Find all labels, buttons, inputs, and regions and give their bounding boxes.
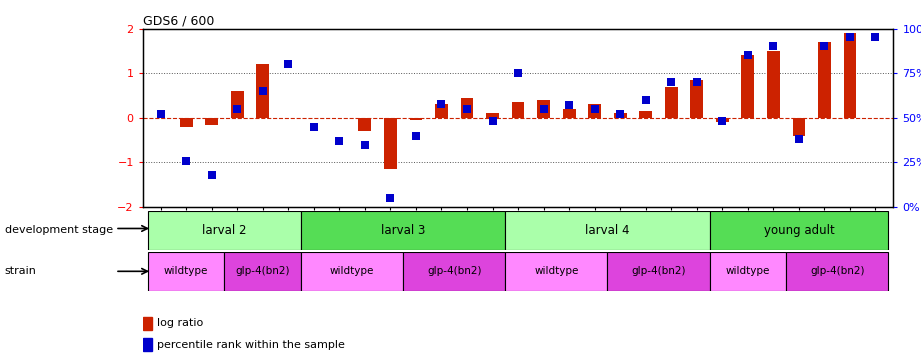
Bar: [358, 118, 371, 131]
Bar: [639, 111, 652, 118]
Point: [383, 195, 398, 201]
Text: young adult: young adult: [764, 224, 834, 237]
Text: glp-4(bn2): glp-4(bn2): [427, 266, 482, 276]
Text: glp-4(bn2): glp-4(bn2): [631, 266, 686, 276]
Bar: [143, 317, 152, 330]
Text: glp-4(bn2): glp-4(bn2): [236, 266, 290, 276]
Point: [612, 111, 627, 117]
Point: [255, 88, 270, 94]
Bar: [563, 109, 576, 118]
FancyBboxPatch shape: [301, 211, 506, 250]
FancyBboxPatch shape: [225, 252, 301, 291]
Point: [740, 52, 755, 58]
Bar: [180, 118, 192, 127]
Text: development stage: development stage: [5, 225, 112, 235]
FancyBboxPatch shape: [709, 211, 888, 250]
Text: larval 3: larval 3: [381, 224, 426, 237]
Text: larval 4: larval 4: [585, 224, 630, 237]
Point: [588, 106, 602, 112]
FancyBboxPatch shape: [506, 211, 709, 250]
Point: [664, 79, 679, 85]
Bar: [537, 100, 550, 118]
Point: [204, 172, 219, 178]
FancyBboxPatch shape: [403, 252, 506, 291]
Bar: [691, 80, 703, 118]
Point: [638, 97, 653, 103]
Point: [817, 44, 832, 49]
Point: [869, 35, 883, 40]
FancyBboxPatch shape: [787, 252, 888, 291]
Text: GDS6 / 600: GDS6 / 600: [143, 14, 214, 27]
Bar: [460, 98, 473, 118]
Text: larval 2: larval 2: [203, 224, 247, 237]
Point: [843, 35, 857, 40]
Bar: [793, 118, 805, 136]
Point: [307, 124, 321, 130]
FancyBboxPatch shape: [148, 211, 301, 250]
Bar: [486, 114, 499, 118]
Point: [357, 142, 372, 147]
Point: [690, 79, 705, 85]
Bar: [844, 33, 857, 118]
Bar: [231, 91, 243, 118]
Bar: [716, 118, 729, 122]
Point: [332, 138, 346, 144]
Bar: [512, 102, 524, 118]
Bar: [589, 104, 601, 118]
Text: wildtype: wildtype: [164, 266, 208, 276]
Point: [409, 133, 424, 139]
Bar: [767, 51, 780, 118]
Bar: [818, 42, 831, 118]
Bar: [410, 118, 423, 120]
FancyBboxPatch shape: [506, 252, 608, 291]
Text: glp-4(bn2): glp-4(bn2): [810, 266, 865, 276]
Point: [511, 70, 526, 76]
Bar: [435, 104, 448, 118]
Point: [460, 106, 474, 112]
Point: [230, 106, 245, 112]
FancyBboxPatch shape: [608, 252, 709, 291]
Point: [766, 44, 781, 49]
FancyBboxPatch shape: [301, 252, 403, 291]
Point: [153, 111, 168, 117]
FancyBboxPatch shape: [709, 252, 787, 291]
Bar: [205, 118, 218, 125]
Point: [562, 102, 577, 108]
Point: [715, 119, 729, 124]
Point: [536, 106, 551, 112]
Point: [791, 136, 806, 142]
Bar: [256, 64, 269, 118]
Point: [281, 61, 296, 67]
Bar: [143, 338, 152, 351]
Bar: [384, 118, 397, 169]
Point: [485, 119, 500, 124]
Point: [179, 158, 193, 164]
Bar: [741, 55, 754, 118]
Bar: [613, 114, 626, 118]
Text: wildtype: wildtype: [330, 266, 374, 276]
Point: [434, 101, 449, 106]
Text: wildtype: wildtype: [726, 266, 770, 276]
Text: log ratio: log ratio: [157, 318, 204, 328]
Text: strain: strain: [5, 266, 37, 276]
FancyBboxPatch shape: [148, 252, 225, 291]
Bar: [665, 86, 678, 118]
Text: percentile rank within the sample: percentile rank within the sample: [157, 340, 345, 350]
Text: wildtype: wildtype: [534, 266, 578, 276]
